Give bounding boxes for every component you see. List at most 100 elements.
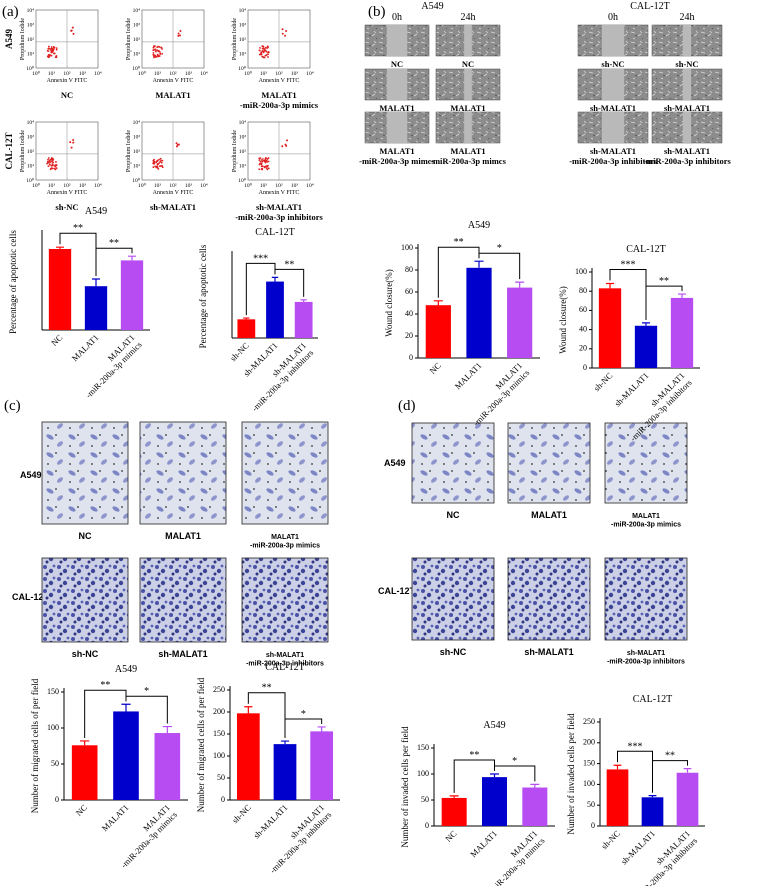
x-tick-label: 10³ (185, 183, 193, 189)
event-dot (262, 45, 264, 48)
axis-title: Propidium Iodide (232, 130, 238, 173)
event-dot (261, 167, 264, 170)
row-label: A549 (384, 458, 406, 468)
event-dot (50, 47, 53, 50)
bar (641, 797, 664, 826)
event-dot (157, 49, 160, 52)
bar (634, 325, 658, 368)
chart-title: A549 (85, 206, 107, 217)
event-dot (265, 167, 268, 169)
y-tick-label: 10⁴ (27, 8, 35, 14)
text-line: -miR-200a-3p mimics (240, 100, 319, 110)
y-tick-label: 50 (421, 795, 429, 804)
x-tick-label: 10¹ (48, 183, 56, 189)
event-dot (265, 50, 268, 53)
event-dot (261, 160, 264, 163)
event-dot (52, 161, 55, 164)
error-bar (641, 322, 651, 326)
caption: MALAT1 -miR-200a-3p mimics (250, 534, 320, 549)
caption: MALAT1 -miR-200a-3p mimcs (430, 146, 506, 166)
scratch-area (601, 112, 625, 143)
y-tick-label: 10⁰ (132, 177, 141, 184)
significance-label: ** (659, 276, 669, 287)
y-tick-label: 60 (579, 305, 587, 314)
caption: sh-MALAT1 (158, 649, 207, 659)
x-tick-label: sh-MALAT1-miR-200a-3p inhibitors (242, 340, 315, 413)
event-dot (48, 159, 51, 162)
transwell-image (411, 557, 495, 641)
bar (466, 267, 492, 358)
y-tick-label: 100 (417, 769, 429, 778)
text-line: sh-MALAT1 (256, 202, 302, 212)
group-title: CAL-12T (630, 1, 669, 12)
x-tick-label: 10⁴ (306, 71, 314, 77)
event-dot (158, 162, 161, 164)
event-dot (156, 53, 159, 56)
caption: sh-MALAT1 -miR-200a-3p inhibitors (569, 146, 657, 166)
event-dot (158, 46, 161, 48)
significance-bracket (247, 692, 286, 739)
error-bar (300, 299, 307, 302)
text-line: sh-MALAT1 (266, 652, 304, 659)
caption: sh-MALAT1 (590, 103, 636, 113)
y-tick-label: 10⁴ (239, 8, 247, 14)
bar (425, 305, 451, 358)
y-tick-label: 10⁴ (133, 120, 141, 126)
event-dot (153, 45, 155, 48)
y-tick-label: 10¹ (27, 164, 35, 170)
y-tick-label: 250 (583, 717, 595, 726)
text-line: -miR-200a-3p mimics (611, 521, 681, 528)
caption: NC (61, 90, 73, 100)
event-dot (52, 49, 55, 52)
error-bar (243, 317, 250, 320)
bar (507, 287, 533, 358)
chart-title: CAL-12T (255, 227, 294, 238)
event-dot (263, 48, 266, 51)
event-dot (258, 159, 261, 161)
text-line: -miR-200a-3p mimics (250, 542, 320, 549)
x-tick-label: 10⁴ (306, 183, 314, 189)
event-dot (264, 47, 267, 49)
event-dot (161, 165, 164, 167)
x-tick-label: 10⁰ (32, 70, 41, 77)
event-dot (152, 166, 155, 168)
y-tick-label: 10² (239, 37, 247, 43)
error-bar (613, 764, 622, 770)
significance-label: *** (628, 741, 643, 752)
text-line: -miR-200a-3p inhibitors (235, 212, 323, 222)
significance-bracket (478, 252, 521, 280)
event-dot (159, 160, 162, 163)
event-dot (259, 46, 261, 49)
event-dot (52, 164, 54, 167)
event-dot (177, 32, 180, 35)
event-dot (53, 46, 56, 49)
bar (676, 772, 699, 826)
significance-label: ** (109, 238, 119, 249)
caption: NC (447, 510, 460, 520)
event-dot (258, 163, 261, 166)
panel-label: (d) (398, 398, 416, 414)
significance-label: * (512, 756, 517, 767)
x-tick-label: 10⁴ (94, 183, 102, 189)
significance-label: ** (665, 751, 675, 762)
y-tick-label: 10¹ (133, 52, 141, 58)
event-dot (157, 55, 160, 58)
event-dot (267, 167, 270, 170)
significance-bracket (494, 765, 536, 782)
y-tick-label: 10⁰ (238, 177, 247, 184)
event-dot (176, 143, 179, 146)
scratch-area (464, 69, 472, 100)
y-axis-label: Number of migrated cells of per field (196, 677, 206, 812)
significance-label: *** (253, 253, 268, 264)
row-label: CAL-12T (4, 132, 14, 169)
event-dot (267, 56, 269, 58)
bar (48, 249, 72, 330)
event-dot (46, 162, 49, 165)
y-tick-label: 10⁴ (27, 120, 35, 126)
event-dot (47, 160, 49, 163)
caption: MALAT1 -miR-200a-3p mimcs (359, 146, 435, 166)
event-dot (72, 32, 75, 35)
y-axis-label: Number of migrated cells of per field (30, 678, 40, 813)
transwell-image (507, 422, 591, 504)
